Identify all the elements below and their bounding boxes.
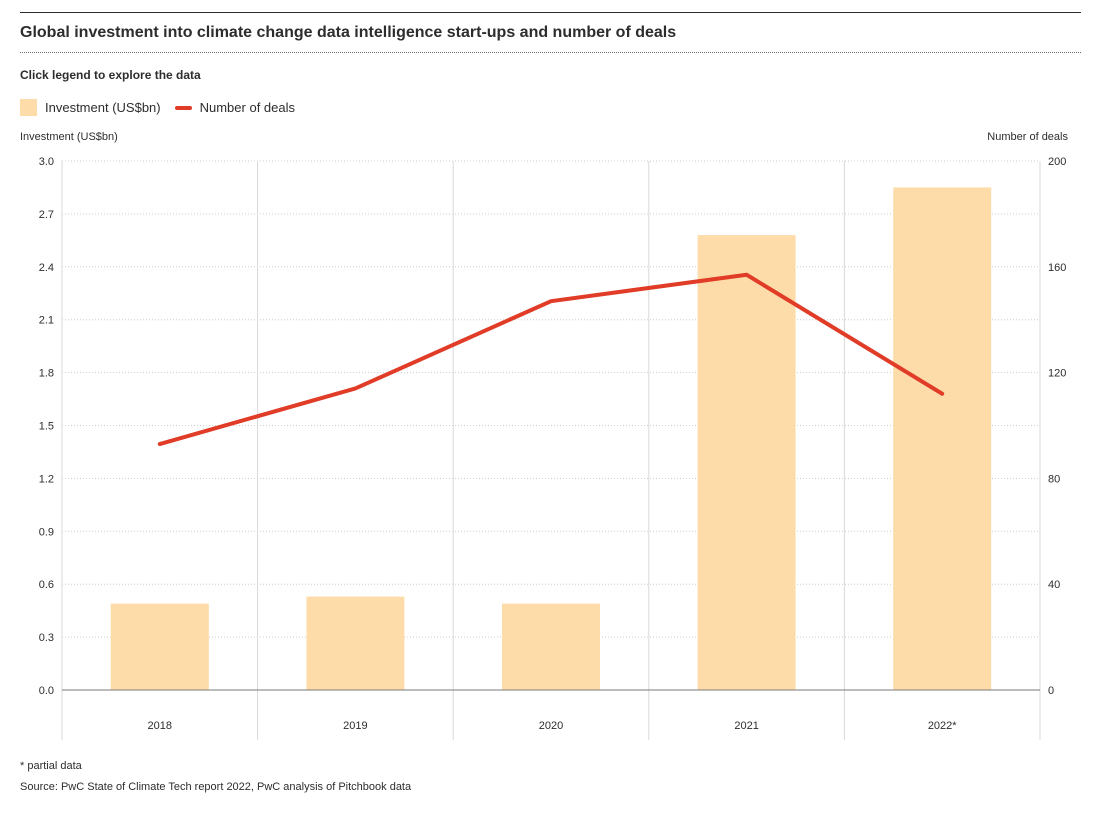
chart-title: Global investment into climate change da…: [20, 24, 677, 41]
bar-2022: [893, 187, 992, 690]
left-tick-label: 0.9: [39, 526, 54, 538]
right-tick-label: 80: [1048, 473, 1060, 485]
left-tick-label: 0.0: [39, 685, 54, 697]
left-tick-label: 1.5: [39, 421, 54, 433]
title-divider: [20, 52, 1081, 53]
right-axis-title: Number of deals: [987, 131, 1068, 143]
chart-subtitle: Click legend to explore the data: [20, 68, 201, 82]
left-tick-label: 1.2: [39, 473, 54, 485]
bar-2021: [697, 235, 796, 690]
legend-item-investment[interactable]: Investment (US$bn): [20, 99, 161, 116]
bar-swatch-icon: [20, 99, 37, 116]
left-tick-label: 0.6: [39, 579, 54, 591]
x-tick-label: 2019: [343, 720, 367, 732]
left-tick-label: 1.8: [39, 368, 54, 380]
x-tick-label: 2020: [539, 720, 563, 732]
left-tick-label: 2.1: [39, 315, 54, 327]
legend: Investment (US$bn) Number of deals: [20, 99, 309, 116]
legend-label-investment: Investment (US$bn): [45, 100, 161, 115]
left-tick-label: 3.0: [39, 156, 54, 168]
deals-line: [157, 272, 945, 447]
bar-2019: [306, 596, 405, 690]
right-tick-label: 200: [1048, 156, 1066, 168]
left-tick-label: 2.7: [39, 209, 54, 221]
legend-label-deals: Number of deals: [199, 100, 295, 115]
right-tick-label: 0: [1048, 685, 1054, 697]
x-tick-label: 2022*: [928, 720, 957, 732]
right-tick-label: 40: [1048, 579, 1060, 591]
left-axis-title: Investment (US$bn): [20, 131, 118, 143]
x-tick-label: 2018: [148, 720, 172, 732]
left-tick-label: 2.4: [39, 262, 54, 274]
legend-item-deals[interactable]: Number of deals: [174, 100, 295, 115]
line-swatch-icon: [174, 105, 192, 110]
source-note: Source: PwC State of Climate Tech report…: [20, 781, 412, 793]
right-tick-label: 120: [1048, 368, 1066, 380]
bar-2018: [110, 603, 209, 690]
bar-2020: [502, 603, 600, 690]
left-tick-label: 0.3: [39, 632, 54, 644]
right-tick-label: 160: [1048, 262, 1066, 274]
top-rule: [20, 12, 1081, 13]
footnote: * partial data: [20, 760, 82, 772]
x-tick-label: 2021: [734, 720, 758, 732]
